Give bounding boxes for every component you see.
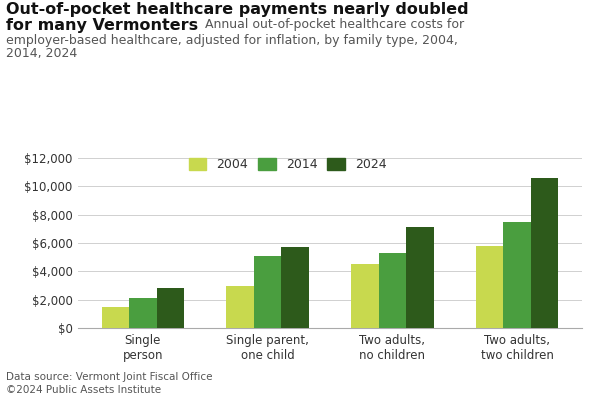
- Bar: [102, 307, 129, 328]
- Text: Out-of-pocket healthcare payments nearly doubled: Out-of-pocket healthcare payments nearly…: [6, 2, 469, 17]
- Text: 2014, 2024: 2014, 2024: [6, 47, 77, 60]
- Bar: [379, 253, 406, 328]
- Bar: [157, 288, 184, 328]
- Bar: [254, 256, 281, 328]
- Text: employer-based healthcare, adjusted for inflation, by family type, 2004,: employer-based healthcare, adjusted for …: [6, 34, 458, 47]
- Bar: [476, 246, 503, 328]
- Bar: [406, 228, 434, 328]
- Bar: [226, 286, 254, 328]
- Bar: [281, 247, 309, 328]
- Legend: 2004, 2014, 2024: 2004, 2014, 2024: [189, 158, 386, 171]
- Bar: [531, 178, 558, 328]
- Text: Data source: Vermont Joint Fiscal Office
©2024 Public Assets Institute: Data source: Vermont Joint Fiscal Office…: [6, 372, 212, 395]
- Bar: [129, 298, 157, 328]
- Text: for many Vermonters: for many Vermonters: [6, 18, 198, 33]
- Bar: [351, 264, 379, 328]
- Text: Annual out-of-pocket healthcare costs for: Annual out-of-pocket healthcare costs fo…: [201, 18, 464, 31]
- Bar: [503, 222, 531, 328]
